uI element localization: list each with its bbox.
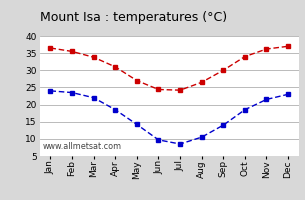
- Text: www.allmetsat.com: www.allmetsat.com: [42, 142, 121, 151]
- Text: Mount Isa : temperatures (°C): Mount Isa : temperatures (°C): [40, 11, 227, 24]
